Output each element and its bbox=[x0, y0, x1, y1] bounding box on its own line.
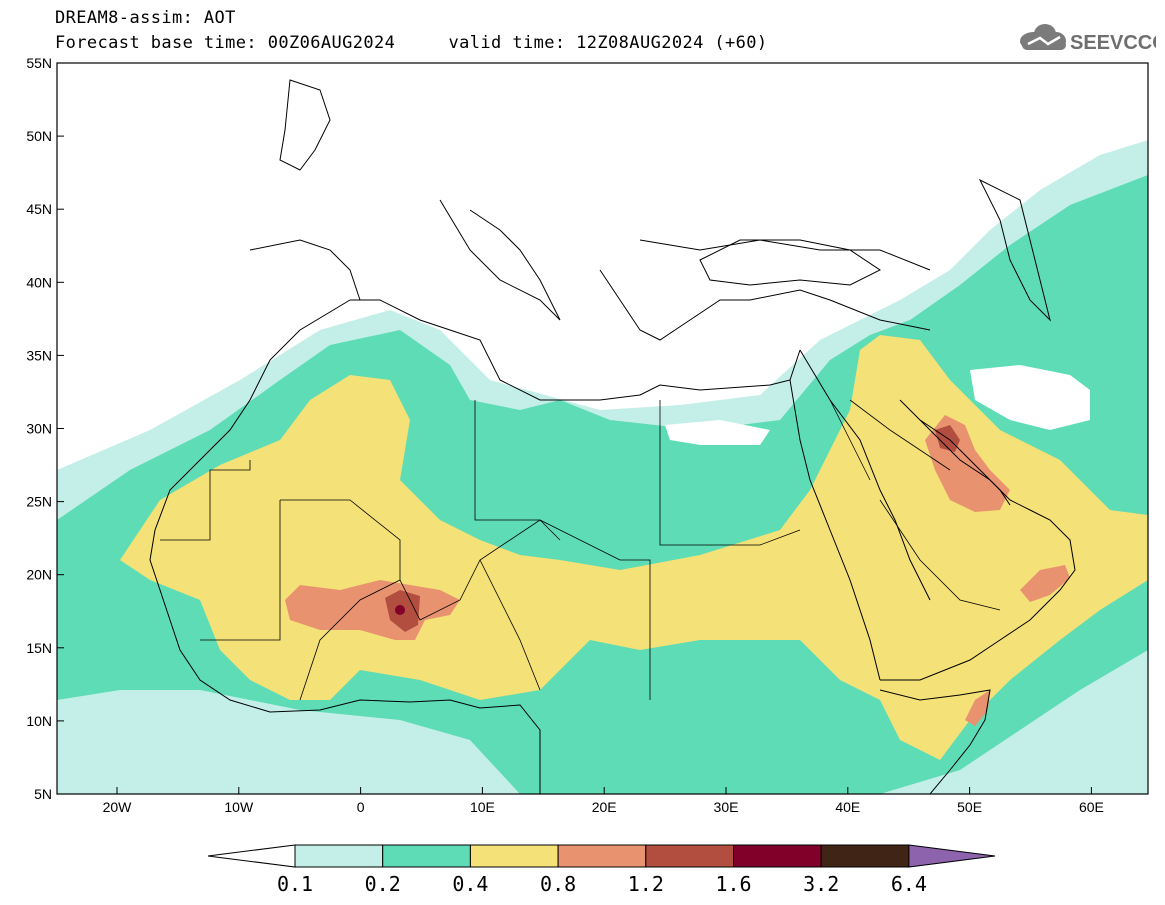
lat-tick-label: 5N bbox=[34, 786, 52, 802]
country-borders bbox=[160, 399, 1001, 701]
colorbar-segment bbox=[557, 844, 647, 868]
colorbar-lower-arrow bbox=[207, 844, 296, 868]
colorbar-segment bbox=[469, 844, 559, 868]
colorbar-label: 1.6 bbox=[715, 872, 752, 896]
colorbar-segment bbox=[382, 844, 471, 868]
colorbar-segment bbox=[645, 844, 734, 868]
colorbar-label: 0.8 bbox=[540, 872, 577, 896]
aot-level-1-6-core bbox=[395, 605, 405, 615]
forecast-times: Forecast base time: 00Z06AUG2024 valid t… bbox=[55, 33, 768, 53]
lat-tick-label: 40N bbox=[26, 274, 52, 290]
map-title: DREAM8-assim: AOT bbox=[55, 8, 236, 28]
lon-tick-label: 10E bbox=[470, 799, 495, 815]
colorbar-upper-arrow bbox=[908, 844, 996, 868]
colorbar-label: 0.1 bbox=[276, 872, 314, 896]
clean-air-iran bbox=[970, 365, 1090, 430]
seevccc-logo: SEEVCCC bbox=[1020, 24, 1156, 54]
colorbar-label: 3.2 bbox=[803, 872, 840, 896]
cloud-logo-icon bbox=[1020, 24, 1066, 50]
lat-tick-label: 25N bbox=[26, 494, 52, 510]
aot-field bbox=[57, 140, 1148, 794]
lon-tick-label: 10W bbox=[224, 799, 254, 815]
longitude-axis: 20W 10W 0 10E 20E 30E 40E 50E 60E bbox=[103, 787, 1104, 815]
clean-air-egypt bbox=[665, 420, 770, 445]
colorbar-label: 0.4 bbox=[452, 872, 489, 896]
lon-tick-label: 30E bbox=[714, 799, 739, 815]
logo-text: SEEVCCC bbox=[1070, 32, 1156, 54]
lon-tick-label: 20W bbox=[103, 799, 133, 815]
lat-tick-label: 20N bbox=[26, 567, 52, 583]
lon-tick-label: 40E bbox=[835, 799, 860, 815]
colorbar-label: 6.4 bbox=[890, 872, 927, 896]
lon-tick-label: 0 bbox=[357, 799, 365, 815]
lat-tick-label: 50N bbox=[26, 128, 52, 144]
colorbar-label: 0.2 bbox=[364, 872, 401, 896]
valid-time: valid time: 12Z08AUG2024 (+60) bbox=[448, 33, 768, 53]
colorbar bbox=[207, 844, 996, 868]
lon-tick-label: 50E bbox=[957, 799, 982, 815]
lon-tick-label: 20E bbox=[592, 799, 617, 815]
colorbar-segment bbox=[733, 844, 822, 868]
aot-level-0-4 bbox=[120, 335, 1148, 760]
lat-tick-label: 35N bbox=[26, 347, 52, 363]
lat-tick-label: 15N bbox=[26, 640, 52, 656]
lon-tick-label: 60E bbox=[1079, 799, 1104, 815]
lat-tick-label: 10N bbox=[26, 713, 52, 729]
colorbar-segment bbox=[820, 844, 910, 868]
lat-tick-label: 30N bbox=[26, 421, 52, 437]
aot-level-0-8-oman bbox=[1020, 565, 1070, 602]
latitude-axis: 55N 50N 45N 40N 35N 30N 25N 20N 15N 10N 5N bbox=[26, 55, 64, 802]
colorbar-label: 1.2 bbox=[627, 872, 664, 896]
lat-tick-label: 55N bbox=[26, 55, 52, 71]
aot-level-0-8-somalia bbox=[965, 690, 990, 726]
coastlines bbox=[149, 79, 1076, 794]
base-time: Forecast base time: 00Z06AUG2024 bbox=[55, 33, 396, 53]
colorbar-segment bbox=[294, 844, 384, 868]
lat-tick-label: 45N bbox=[26, 201, 52, 217]
